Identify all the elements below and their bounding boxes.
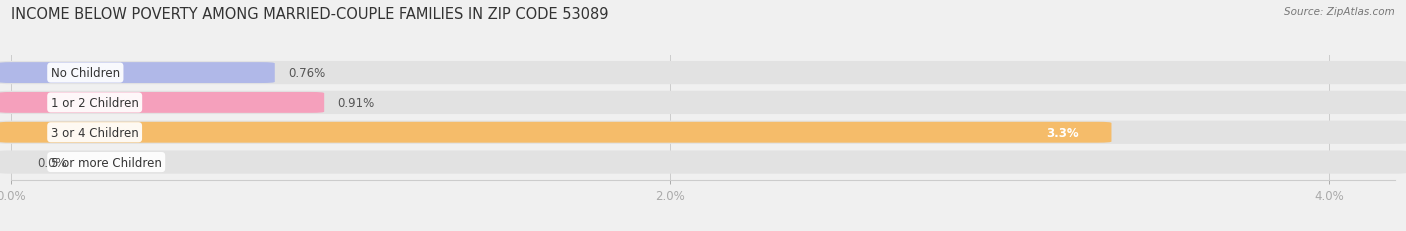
FancyBboxPatch shape <box>0 91 1406 115</box>
FancyBboxPatch shape <box>0 121 1406 144</box>
Text: 1 or 2 Children: 1 or 2 Children <box>51 97 139 109</box>
FancyBboxPatch shape <box>0 62 1406 85</box>
Text: 5 or more Children: 5 or more Children <box>51 156 162 169</box>
Text: 0.91%: 0.91% <box>337 97 374 109</box>
FancyBboxPatch shape <box>0 63 274 84</box>
FancyBboxPatch shape <box>0 122 1112 143</box>
Text: No Children: No Children <box>51 67 120 80</box>
Text: 3 or 4 Children: 3 or 4 Children <box>51 126 139 139</box>
FancyBboxPatch shape <box>0 151 1406 174</box>
Text: Source: ZipAtlas.com: Source: ZipAtlas.com <box>1284 7 1395 17</box>
Text: INCOME BELOW POVERTY AMONG MARRIED-COUPLE FAMILIES IN ZIP CODE 53089: INCOME BELOW POVERTY AMONG MARRIED-COUPL… <box>11 7 609 22</box>
Text: 0.76%: 0.76% <box>288 67 325 80</box>
Text: 3.3%: 3.3% <box>1046 126 1078 139</box>
Text: 0.0%: 0.0% <box>38 156 67 169</box>
FancyBboxPatch shape <box>0 93 325 113</box>
